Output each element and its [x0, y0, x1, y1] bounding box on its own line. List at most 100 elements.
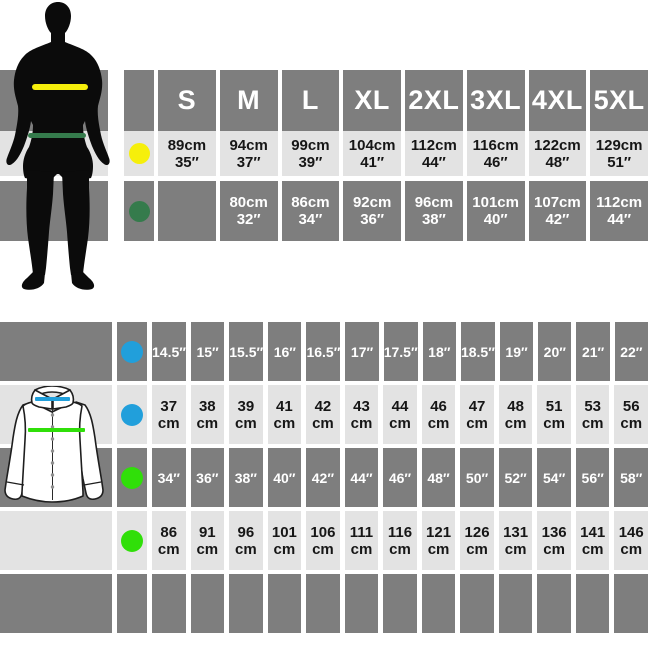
value-cm: 89cm [167, 136, 207, 154]
value-unit: cm [389, 414, 411, 432]
value-number: 106 [310, 523, 336, 541]
value: 18.5″ [460, 343, 495, 360]
dark-green-dot [128, 200, 150, 222]
value-unit: cm [350, 540, 373, 558]
value-unit: cm [234, 540, 257, 558]
value: 34″ [157, 469, 180, 486]
chest-cm-cell: 141 cm [575, 511, 610, 570]
legend-dot-cell [124, 131, 154, 176]
value-unit: cm [620, 540, 643, 558]
value-number: 44 [391, 397, 409, 415]
value-number: 37 [160, 397, 178, 415]
value-unit: cm [273, 414, 296, 432]
chest-cm-cell: 121 cm [421, 511, 456, 570]
value-unit: cm [196, 540, 219, 558]
empty-cell [614, 574, 648, 633]
value-number: 86 [160, 523, 178, 541]
value-unit: cm [427, 540, 450, 558]
value-inches: 35″ [174, 153, 199, 171]
value-unit: cm [581, 540, 604, 558]
value-inches: 38″ [421, 211, 446, 228]
value-number: 111 [349, 523, 374, 541]
value-unit: cm [504, 540, 527, 558]
value-inches: 48″ [545, 153, 570, 171]
collar-inches-cell: 15.5″ [229, 322, 264, 381]
value-unit: cm [389, 540, 411, 558]
value-number: 47 [468, 397, 486, 415]
bright-green-dot [121, 529, 143, 552]
value-unit: cm [312, 414, 334, 432]
collar-cm-cell: 41 cm [267, 385, 302, 444]
waist-cell: 80cm 32″ [219, 181, 278, 241]
empty-cell [267, 574, 302, 633]
value-cm: 112cm [596, 194, 643, 211]
collar-inches-cell: 21″ [576, 322, 610, 381]
collar-cm-cell: 47 cm [460, 385, 494, 444]
collar-cm-cell: 48 cm [498, 385, 533, 444]
chest-cm-cell: 126 cm [460, 511, 494, 570]
value-unit: cm [504, 414, 527, 432]
value: 48″ [427, 469, 450, 486]
chest-cell: 122cm 48″ [528, 131, 587, 176]
value-number: 43 [353, 397, 370, 415]
value-inches: 37″ [236, 153, 261, 171]
empty-cell [575, 574, 610, 633]
waist-measurement-row: 80cm 32″ 86cm 34″ 92cm 36″ 96cm 38″ 101cm 40″ 107c… [0, 181, 648, 241]
value: 17.5″ [383, 343, 418, 360]
waist-cell: 107cm 42″ [528, 181, 587, 241]
value-unit: cm [196, 414, 219, 432]
chest-cm-cell: 111 cm [344, 511, 379, 570]
value-cm: 122cm [534, 136, 581, 154]
collar-inches-cell: 18.5″ [460, 322, 495, 381]
column-gap [112, 131, 120, 176]
chest-inches-cell: 42″ [306, 448, 340, 507]
value-unit: cm [466, 540, 488, 558]
collar-cm-cell: 51 cm [537, 385, 571, 444]
value: 52″ [504, 469, 527, 486]
value: 40″ [273, 469, 296, 486]
band-left [0, 181, 108, 241]
value-inches: 32″ [236, 211, 261, 228]
value-inches: 42″ [545, 211, 570, 228]
value-unit: cm [543, 414, 565, 432]
band-left [0, 322, 112, 381]
value-unit: cm [350, 414, 373, 432]
collar-cm-cell: 39 cm [229, 385, 263, 444]
value-inches: 51″ [607, 153, 632, 171]
chest-inches-cell: 44″ [344, 448, 379, 507]
value-cm: 104cm [348, 136, 396, 154]
legend-dot-cell [117, 385, 147, 444]
collar-inches-cell: 17″ [345, 322, 379, 381]
value-inches: 39″ [298, 153, 323, 171]
value-unit: cm [312, 540, 334, 558]
value-inches: 44″ [607, 211, 632, 228]
value-unit: cm [157, 414, 180, 432]
chest-cm-cell: 91 cm [190, 511, 225, 570]
empty-cell [383, 574, 417, 633]
value-number: 96 [237, 523, 255, 541]
chest-inches-cell: 56″ [575, 448, 610, 507]
collar-cm-cell: 56 cm [614, 385, 648, 444]
waist-cell: 92cm 36″ [343, 181, 401, 241]
band-left [0, 131, 108, 176]
legend-dot-cell [117, 574, 147, 633]
value-unit: cm [620, 414, 643, 432]
chest-inches-row: 34″ 36″ 38″ 40″ 42″ 44″ 46″ 48″ 50″ 52″ 54″ 56″ 58″ [0, 448, 648, 507]
chest-cell: 94cm 37″ [219, 131, 278, 176]
value-number: 56 [622, 397, 640, 415]
bright-green-dot [121, 466, 143, 489]
chest-inches-cell: 46″ [383, 448, 417, 507]
value-unit: cm [234, 414, 257, 432]
chest-cell: 89cm 35″ [158, 131, 216, 176]
collar-cm-cell: 44 cm [383, 385, 417, 444]
collar-inches-cell: 15″ [190, 322, 225, 381]
value: 46″ [388, 469, 412, 486]
collar-inches-cell: 16.5″ [306, 322, 341, 381]
value: 17″ [350, 343, 374, 360]
size-header-cell: 3XL [466, 70, 525, 131]
value: 16″ [273, 343, 296, 360]
empty-cell [344, 574, 379, 633]
collar-cm-cell: 43 cm [344, 385, 379, 444]
band-left [0, 448, 112, 507]
value: 16.5″ [306, 343, 341, 360]
